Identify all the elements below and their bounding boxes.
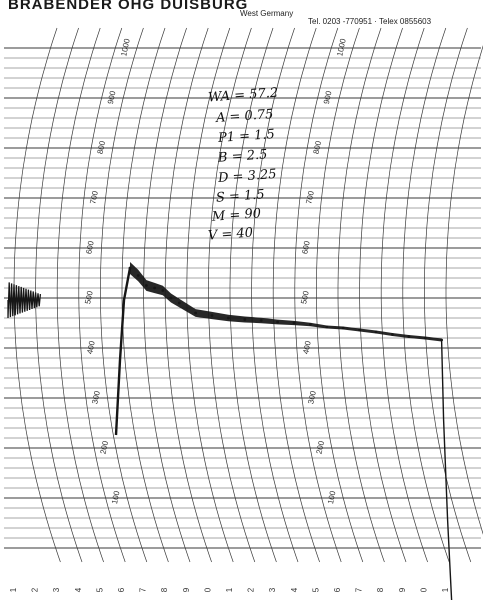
y-scale-label: 600 — [300, 239, 312, 254]
grid-arc — [294, 27, 342, 563]
trace-point — [358, 328, 361, 332]
grid-arc — [186, 27, 234, 563]
trace-point — [145, 284, 148, 287]
x-tick-label: 3 — [268, 587, 277, 592]
x-tick-label: 8 — [160, 587, 169, 592]
contact-line: Tel. 0203 -770951 · Telex 0855603 — [308, 17, 432, 26]
trace-initial-oscillation — [7, 282, 42, 319]
x-tick-label: 2 — [31, 587, 40, 592]
trace-point — [169, 296, 173, 300]
grid-arc — [337, 27, 385, 563]
x-tick-label: 0 — [203, 587, 212, 592]
y-scale-label: 700 — [88, 189, 100, 204]
x-tick-label: 4 — [290, 587, 299, 592]
y-scale-label: 700 — [304, 189, 316, 204]
grid-arc — [143, 27, 191, 563]
trace-point — [341, 326, 345, 330]
y-scale-label: 500 — [299, 289, 311, 304]
trace-point — [210, 314, 214, 317]
torque-trace — [7, 262, 453, 601]
trace-point — [177, 301, 181, 305]
y-scale-label: 400 — [85, 339, 97, 354]
x-tick-labels: 1 2 3 4 5 6 7 8 9 0 1 2 3 4 5 6 7 8 9 0 1 — [9, 587, 450, 592]
x-tick-label: 9 — [398, 587, 407, 592]
x-tick-label: 4 — [74, 587, 83, 592]
x-tick-label: 8 — [376, 587, 385, 592]
y-scale-label: 100 — [326, 489, 338, 504]
trace-tail — [440, 339, 453, 601]
x-tick-label: 5 — [95, 587, 104, 592]
trace-point — [325, 325, 329, 329]
y-scale-label: 300 — [90, 389, 102, 404]
trace-point — [153, 286, 157, 290]
grid-arc — [229, 27, 277, 563]
trace-point — [407, 335, 411, 338]
x-tick-label: 2 — [247, 587, 256, 592]
y-scale-label: 900 — [322, 89, 334, 104]
trace-point — [374, 330, 378, 334]
grid-arc — [56, 27, 104, 563]
note-v: V = 40 — [207, 225, 254, 244]
x-tick-label: 1 — [441, 587, 450, 592]
y-scale-label: 400 — [301, 339, 313, 354]
y-scale-label: 1000 — [119, 37, 132, 57]
grid-horizontal-lines — [4, 47, 481, 549]
x-tick-label: 1 — [9, 587, 18, 592]
grid-arc — [208, 27, 256, 563]
x-tick-label: 9 — [182, 587, 191, 592]
trace-point — [227, 316, 230, 320]
grid-arc — [100, 27, 148, 563]
y-scale-label: 800 — [96, 139, 108, 154]
y-scale-label: 300 — [306, 389, 318, 404]
grid-arc — [316, 27, 364, 563]
x-tick-label: 1 — [225, 587, 234, 592]
x-tick-label: 7 — [139, 587, 148, 592]
grid-arc — [78, 27, 126, 563]
x-tick-label: 6 — [117, 587, 126, 592]
country-label: West Germany — [240, 9, 294, 18]
grid-time-arcs — [13, 27, 483, 563]
x-tick-label: 7 — [355, 587, 364, 592]
trace-point — [276, 320, 279, 324]
y-scale-labels: 100 100 200 200 300 300 400 400 500 500 600 600 700 7… — [83, 37, 348, 505]
trace-point — [391, 333, 394, 336]
x-tick-label: 0 — [419, 587, 428, 592]
x-tick-label: 3 — [52, 587, 61, 592]
trace-point — [309, 323, 312, 326]
y-scale-label: 1000 — [335, 37, 348, 57]
brand-name: BRABENDER OHG DUISBURG — [8, 0, 249, 13]
trace-rise — [114, 267, 132, 436]
y-scale-label: 200 — [315, 439, 327, 454]
grid-arc — [121, 27, 169, 563]
y-scale-label: 100 — [110, 489, 122, 504]
y-scale-label: 800 — [312, 139, 324, 154]
trace-point — [259, 319, 263, 322]
trace-point — [136, 274, 140, 277]
grid-arc — [251, 27, 299, 563]
y-scale-label: 200 — [99, 439, 111, 454]
y-scale-label: 600 — [84, 239, 96, 254]
trace-band — [130, 262, 442, 342]
grid-arc — [445, 45, 483, 535]
grid-arc — [380, 27, 428, 563]
y-scale-label: 900 — [106, 89, 118, 104]
trace-point — [243, 318, 247, 321]
trace-point — [292, 321, 296, 325]
grid-arc — [359, 27, 407, 563]
trace-point — [423, 336, 427, 340]
x-tick-label: 6 — [333, 587, 342, 592]
trace-point — [194, 311, 198, 315]
trace-point — [161, 289, 165, 292]
x-tick-label: 5 — [311, 587, 320, 592]
grid-arc — [402, 27, 450, 563]
y-scale-label: 500 — [83, 289, 95, 304]
grid-arc — [272, 27, 320, 563]
